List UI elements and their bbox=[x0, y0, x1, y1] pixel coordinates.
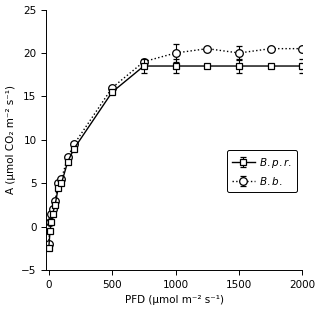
Legend: $\it{B.p.r.}$, $\it{B.b.}$: $\it{B.p.r.}$, $\it{B.b.}$ bbox=[227, 150, 297, 192]
X-axis label: PFD (μmol m⁻² s⁻¹): PFD (μmol m⁻² s⁻¹) bbox=[125, 295, 224, 305]
Y-axis label: A (μmol CO₂ m⁻² s⁻¹): A (μmol CO₂ m⁻² s⁻¹) bbox=[5, 85, 15, 194]
